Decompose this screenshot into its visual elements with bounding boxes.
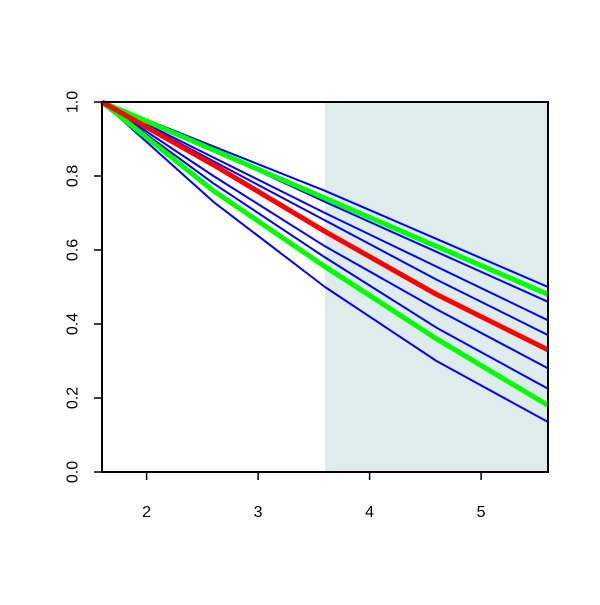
plot-frame <box>101 101 549 473</box>
series-line <box>101 101 549 370</box>
series-line <box>101 101 549 322</box>
x-tick-label: 2 <box>142 504 151 521</box>
shaded-region <box>325 102 548 472</box>
y-tick-label: 0.6 <box>65 239 82 261</box>
x-tick-label: 3 <box>254 504 263 521</box>
y-tick-label: 1.0 <box>65 91 82 113</box>
series-line <box>101 101 549 423</box>
y-tick-label: 0.8 <box>65 165 82 187</box>
series-line <box>100 100 550 408</box>
series-line <box>101 99 549 297</box>
series-line <box>101 101 549 390</box>
y-tick-label: 0.0 <box>65 461 82 483</box>
x-tick-label: 4 <box>365 504 374 521</box>
y-tick-label: 0.2 <box>65 387 82 409</box>
x-tick-label: 5 <box>477 504 486 521</box>
series-line <box>100 99 550 353</box>
y-tick-label: 0.4 <box>65 313 82 335</box>
